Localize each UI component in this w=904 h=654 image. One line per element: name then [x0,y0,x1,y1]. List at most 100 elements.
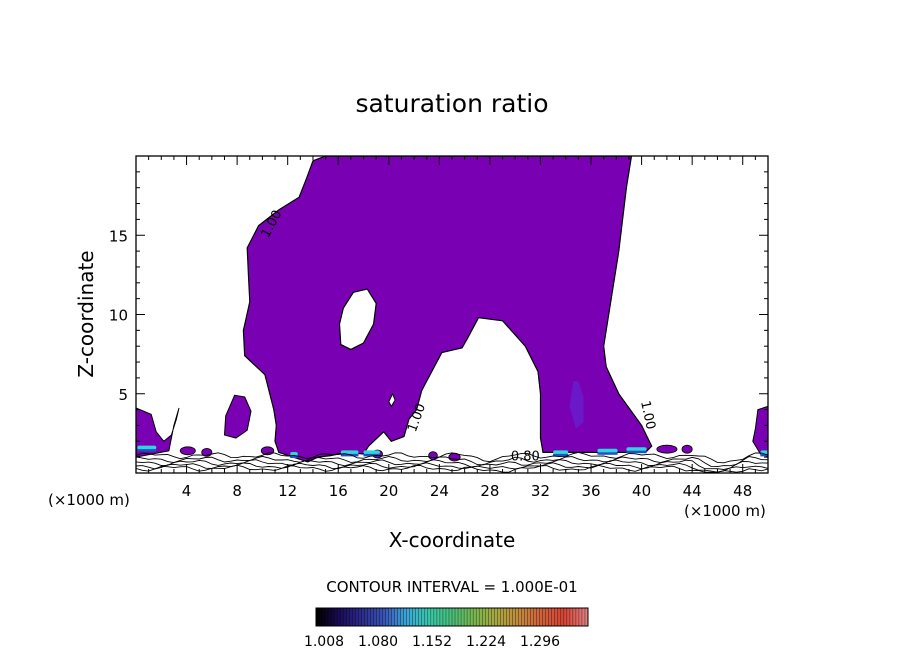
colorbar-segment [470,608,474,626]
colorbar-segment [503,608,507,626]
colorbar-segment [560,608,565,626]
colorbar-segment [331,608,335,626]
colorbar-segment [400,608,405,626]
colorbar-segment [406,608,411,626]
colorbar-segment [572,608,577,626]
colorbar-label: 1.008 [304,634,344,650]
subsaturation-contour [136,459,768,470]
y-axis-ticks: 5 10 15 [109,171,768,458]
chart-title: saturation ratio [355,89,548,118]
x-tick-label: 40 [632,482,651,500]
colorbar-segment [500,608,504,626]
low-level-patch [656,444,678,454]
colorbar-segment [467,608,471,626]
colorbar-segment [521,608,525,626]
colorbar-segment [442,608,447,626]
colorbar-segment [509,608,513,626]
colorbar-segment [515,608,519,626]
colorbar-segment [433,608,438,626]
colorbar-segment [325,608,329,626]
colorbar-segment [436,608,441,626]
colorbar-segment [382,608,386,626]
colorbar-segment [551,608,556,626]
colorbar-segment [557,608,562,626]
colorbar-segment [385,608,389,626]
x-unit-right: (×1000 m) [684,502,766,520]
colorbar-segment [464,608,468,626]
colorbar-segment [581,608,586,626]
high-ratio-streak-edge [626,450,647,454]
subsaturated-hole [338,288,377,351]
x-tick-label: 4 [182,482,192,500]
small-cloud-region [223,394,252,439]
x-tick-label: 16 [329,482,348,500]
colorbar-label: 1.080 [358,634,398,650]
colorbar-segment [337,608,341,626]
colorbar-segment [512,608,516,626]
colorbar-label: 1.152 [412,634,452,650]
low-level-patch [179,446,196,456]
high-ratio-streak-edge [363,453,380,457]
colorbar-segment [566,608,571,626]
subsaturation-contour [136,462,768,473]
colorbar-segment [367,608,371,626]
x-axis-ticks: 4 8 12 16 20 24 28 32 36 40 44 48 [148,156,756,500]
colorbar-segment [575,608,580,626]
colorbar-segment [346,608,350,626]
colorbar-segment [427,608,432,626]
colorbar-segment [536,608,541,626]
colorbar-segment [370,608,374,626]
colorbar-segment [316,608,320,626]
colorbar-segment [376,608,380,626]
colorbar-segment [361,608,365,626]
high-ratio-streak [597,448,618,453]
x-unit-left: (×1000 m) [48,491,130,509]
x-tick-label: 12 [278,482,297,500]
colorbar-segment [506,608,510,626]
colorbar-segment [373,608,377,626]
colorbar-segment [494,608,498,626]
high-ratio-streak [363,450,380,455]
colorbar-segment [334,608,338,626]
colorbar-segment [448,608,453,626]
colorbar-segment [476,608,480,626]
colorbar-segment [473,608,477,626]
colorbar-segment [524,608,528,626]
right-edge-region [752,405,768,458]
colorbar-segment [488,608,492,626]
colorbar-segment [461,608,465,626]
colorbar-segment [388,608,392,626]
colorbar-segment [409,608,414,626]
colorbar-segment [394,608,398,626]
contour-lines [136,451,768,473]
colorbar-segment [415,608,420,626]
colorbar-segment [445,608,450,626]
small-hole [388,392,396,408]
high-ratio-streak [626,447,647,452]
high-ratio-streak [290,452,298,456]
x-tick-label: 48 [733,482,752,500]
colorbar-segment [439,608,444,626]
colorbar-segment [358,608,362,626]
colorbar-segment [328,608,332,626]
y-tick-label: 5 [118,386,128,404]
colorbar-segment [554,608,559,626]
colorbar-segment [418,608,423,626]
colorbar-segment [355,608,359,626]
colorbar-segment [542,608,547,626]
colorbar-segment [452,608,456,626]
colorbar-segment [397,608,402,626]
high-ratio-streak-edge [137,449,157,452]
x-tick-label: 36 [581,482,600,500]
enhanced-patch [569,381,584,429]
contour-fill [136,156,768,463]
y-tick-label: 10 [109,307,128,325]
x-tick-label: 20 [379,482,398,500]
contour-label: 1.00 [637,399,658,430]
colorbar-segment [430,608,435,626]
y-tick-label: 15 [109,227,128,245]
colorbar-segment [403,608,408,626]
colorbar-segment [569,608,574,626]
